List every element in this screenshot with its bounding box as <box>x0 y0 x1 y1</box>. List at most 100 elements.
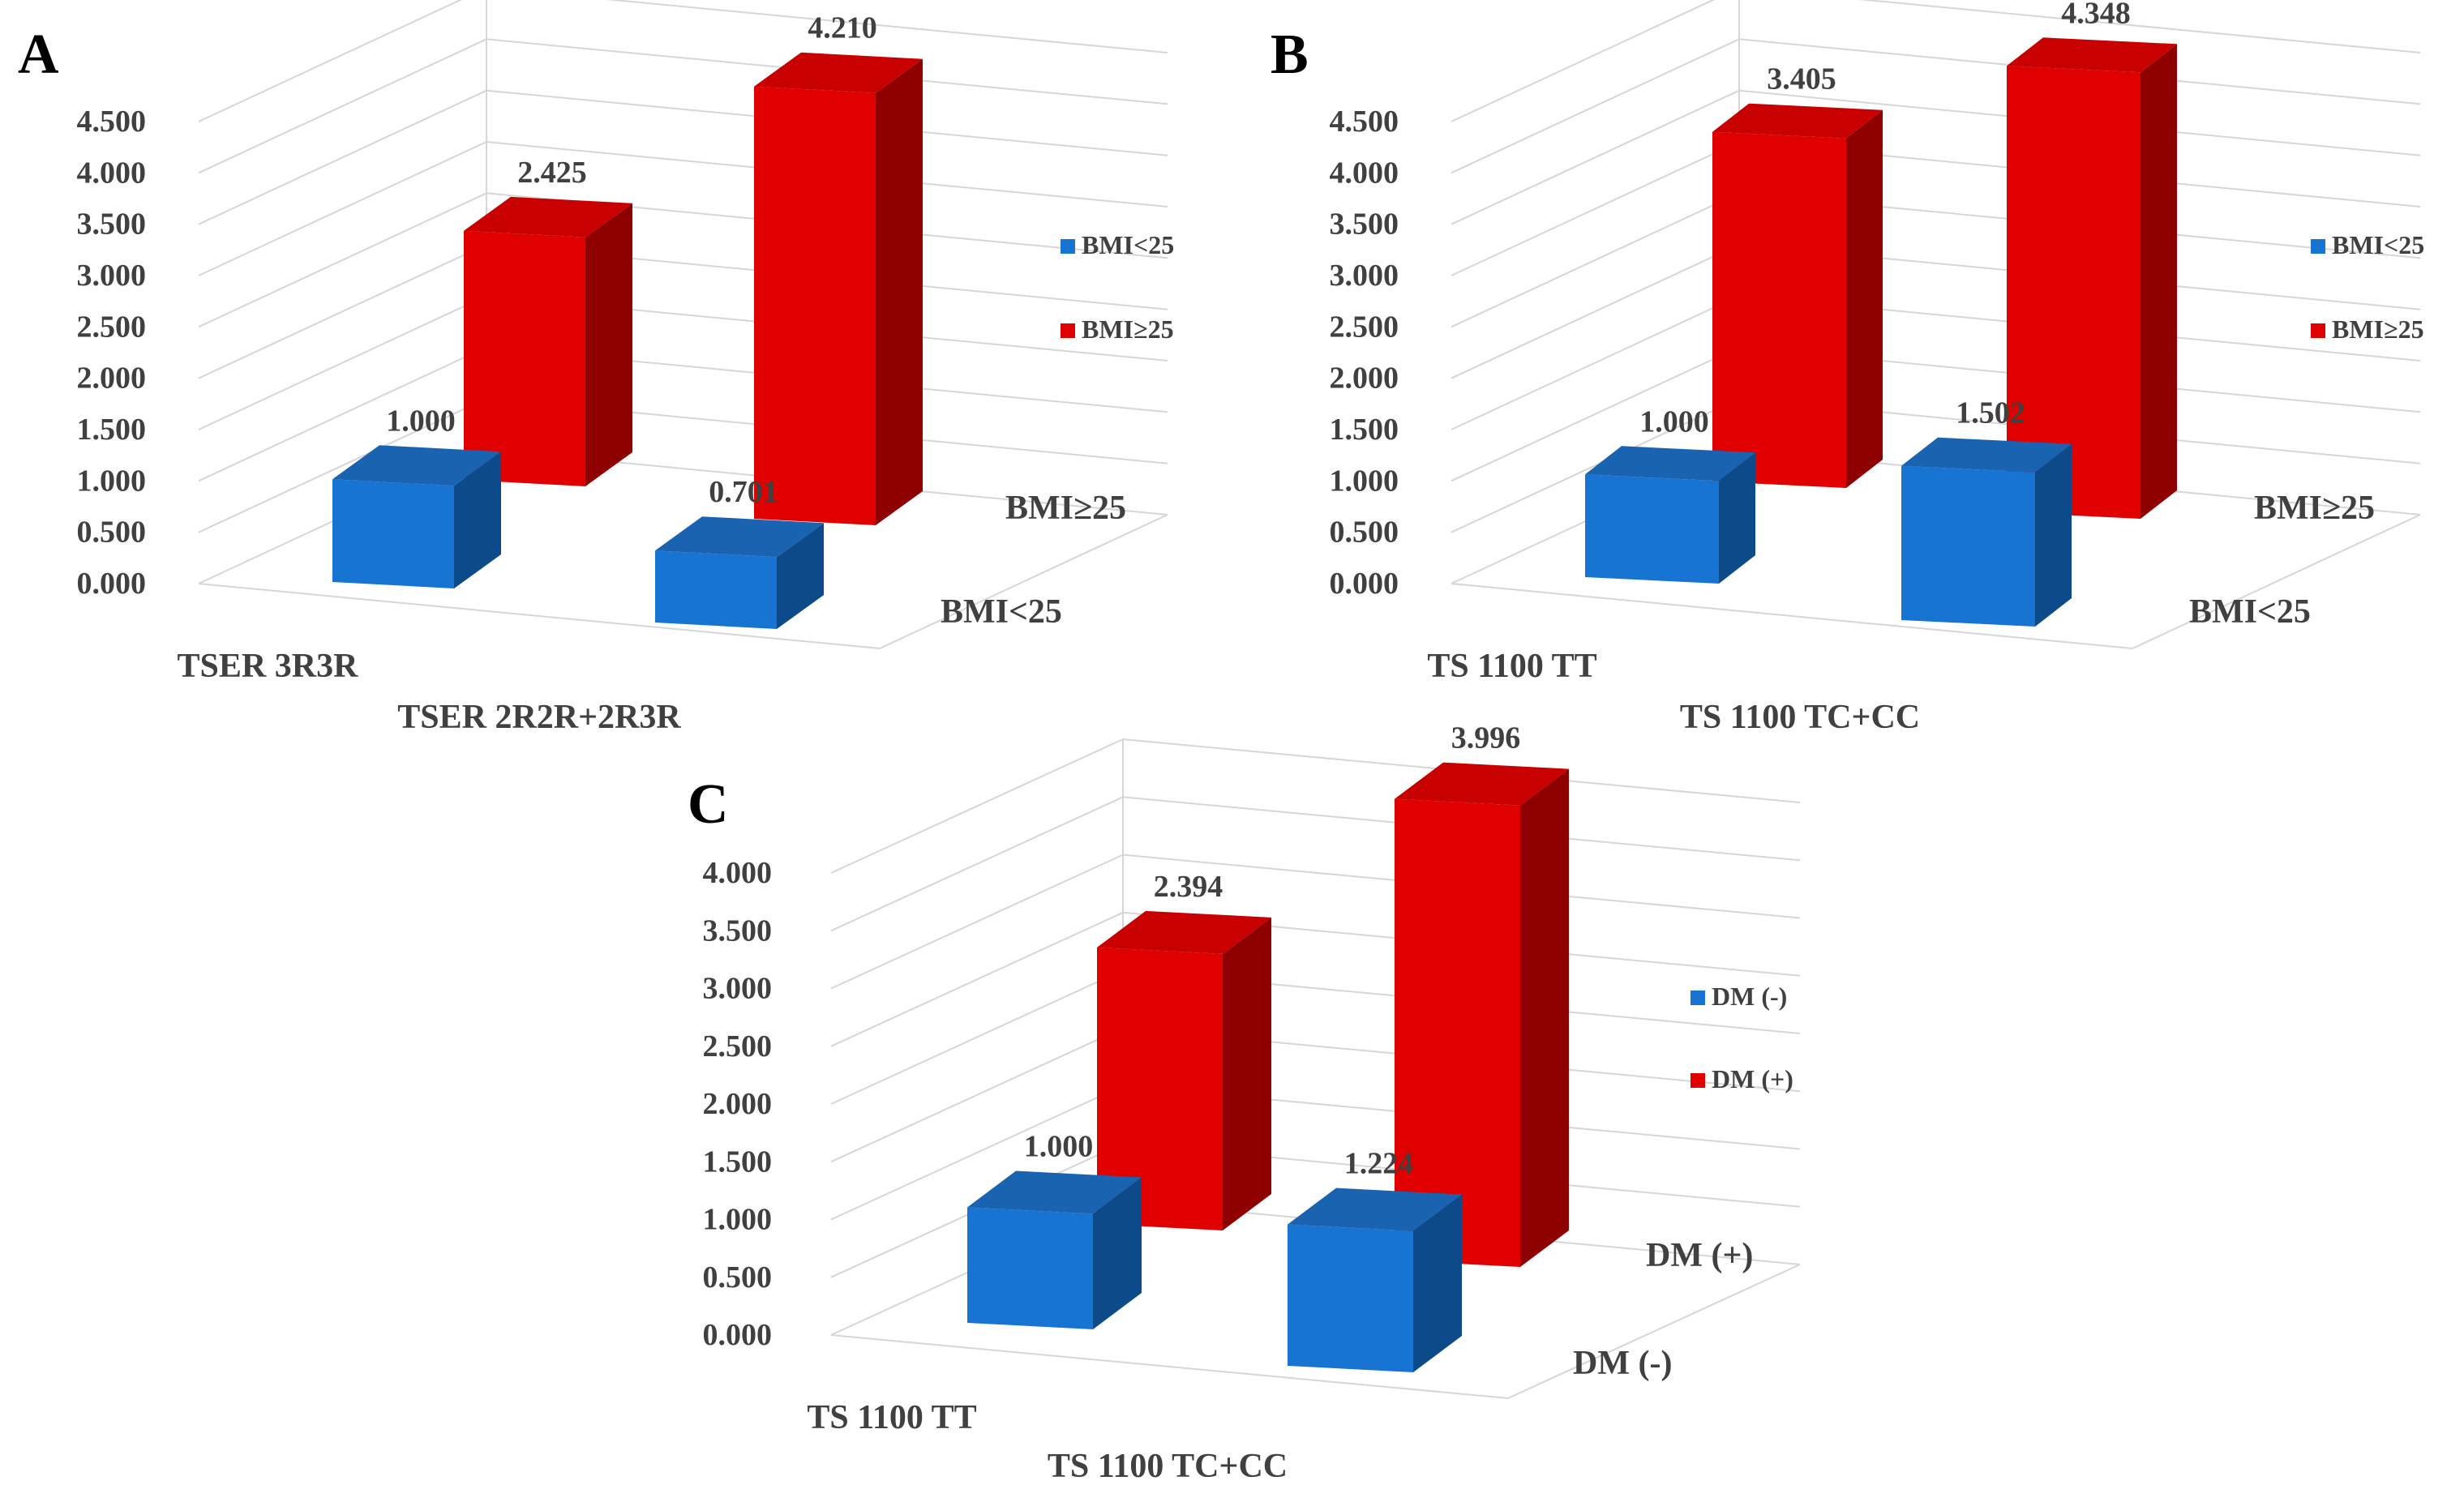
bar-dm-2 <box>1288 1187 1462 1372</box>
y-tick-label: 3.500 <box>703 914 773 948</box>
y-tick-label: 3.000 <box>1330 259 1399 293</box>
bar-bmi25-2 <box>1901 437 2072 627</box>
data-label: 0.701 <box>709 475 778 509</box>
gridline <box>1451 38 2421 174</box>
chart-panel-b: 0.000 0.500 1.000 1.500 2.000 2.500 3.000 3.500… <box>1271 0 2424 736</box>
bar-front-face <box>332 479 454 588</box>
y-tick-label: 0.000 <box>703 1318 773 1352</box>
bar-top-face <box>1097 910 1271 954</box>
y-tick-label: 1.500 <box>703 1145 773 1179</box>
data-label: 4.210 <box>808 11 877 45</box>
bar-front-face <box>464 230 585 486</box>
y-tick-label: 2.500 <box>1330 310 1399 344</box>
data-label: 3.405 <box>1767 62 1836 96</box>
bar-top-face <box>1712 103 1883 139</box>
y-tick-label: 0.000 <box>77 567 147 601</box>
y-tick-label: 3.000 <box>77 259 147 293</box>
x-category-label: TSER 3R3R <box>178 648 359 685</box>
bar-side-face <box>2140 44 2177 520</box>
gridline <box>198 0 1168 122</box>
depth-axis-label: BMI<25 <box>941 593 1062 631</box>
depth-axis-label: DM (-) <box>1573 1345 1672 1382</box>
data-label: 1.224 <box>1344 1147 1414 1181</box>
x-category-label: TS 1100 TC+CC <box>1680 699 1920 736</box>
gridline <box>830 738 1801 874</box>
bar-top-face <box>1288 1187 1462 1231</box>
bar-front-face <box>1097 947 1223 1230</box>
gridline <box>830 911 1801 1047</box>
floor-edge <box>830 1264 1801 1400</box>
y-tick-label: 1.000 <box>1330 464 1399 498</box>
gridline <box>198 243 1168 379</box>
gridline <box>198 140 1168 276</box>
y-tick-label: 0.000 <box>1330 567 1399 601</box>
gridline <box>830 854 1801 990</box>
y-tick-label: 1.000 <box>77 464 147 498</box>
bar-front-face <box>1585 474 1719 584</box>
bar-dm-1 <box>967 1170 1142 1329</box>
bar-front-face <box>1395 798 1520 1267</box>
panel-letter: C <box>688 773 729 836</box>
depth-axis-label: BMI≥25 <box>1005 490 1126 527</box>
gridline <box>830 1027 1801 1163</box>
bar-front-face <box>1712 131 1846 488</box>
gridline <box>830 1085 1801 1221</box>
y-tick-label: 0.500 <box>1330 516 1399 550</box>
bar-bmi25-1 <box>332 445 501 588</box>
data-label: 1.000 <box>386 404 456 438</box>
bar-front-face <box>1288 1224 1413 1372</box>
y-tick-label: 4.500 <box>1330 105 1399 139</box>
y-tick-label: 3.500 <box>1330 208 1399 242</box>
bar-side-face <box>585 203 632 487</box>
y-tick-label: 0.500 <box>703 1260 773 1294</box>
bar-front-face <box>655 550 777 629</box>
data-label: 1.000 <box>1639 404 1709 439</box>
bar-front-face <box>2007 66 2140 520</box>
y-tick-label: 2.500 <box>703 1029 773 1063</box>
y-tick-label: 2.000 <box>703 1087 773 1121</box>
y-tick-label: 4.500 <box>77 105 147 139</box>
bar-bmi25-1 <box>1712 103 1883 488</box>
bar-top-face <box>754 52 923 93</box>
data-label: 2.425 <box>517 156 587 190</box>
bar-bmi25-1 <box>464 196 632 487</box>
gridline <box>1451 243 2421 379</box>
bar-bmi25-1 <box>1585 446 1755 584</box>
x-category-label: TSER 2R2R+2R3R <box>397 699 681 736</box>
gridline <box>198 89 1168 225</box>
legend-label: DM (+) <box>1712 1064 1793 1093</box>
legend-swatch <box>1061 239 1075 254</box>
bar-side-face <box>876 58 923 525</box>
legend-label: BMI<25 <box>2332 230 2424 259</box>
y-tick-label: 3.000 <box>703 972 773 1006</box>
bar-side-face <box>1719 452 1755 584</box>
y-tick-label: 4.000 <box>703 856 773 890</box>
bar-side-face <box>777 523 824 629</box>
data-label: 2.394 <box>1154 870 1223 904</box>
legend-swatch <box>1691 1073 1705 1088</box>
bar-top-face <box>332 445 501 486</box>
gridline <box>1451 294 2421 430</box>
bar-top-face <box>1901 437 2072 473</box>
data-label: 4.348 <box>2061 0 2131 30</box>
bar-side-face <box>1413 1194 1462 1372</box>
panel-letter: A <box>18 24 59 86</box>
bar-front-face <box>754 86 876 525</box>
bar-front-face <box>967 1207 1093 1329</box>
bar-dm-1 <box>1097 910 1271 1230</box>
bar-side-face <box>1846 109 1883 488</box>
gridline <box>1451 140 2421 276</box>
data-label: 3.996 <box>1451 721 1521 755</box>
gridline <box>830 796 1801 932</box>
bar-bmi25-2 <box>2007 37 2177 520</box>
bar-side-face <box>2035 443 2072 627</box>
y-tick-label: 3.500 <box>77 208 147 242</box>
y-tick-label: 4.000 <box>1330 156 1399 190</box>
bar-front-face <box>1901 465 2035 627</box>
gridline <box>1451 192 2421 328</box>
bar-side-face <box>1520 768 1569 1267</box>
gridline <box>198 38 1168 174</box>
depth-axis-label: BMI<25 <box>2189 593 2311 631</box>
gridline <box>198 192 1168 328</box>
